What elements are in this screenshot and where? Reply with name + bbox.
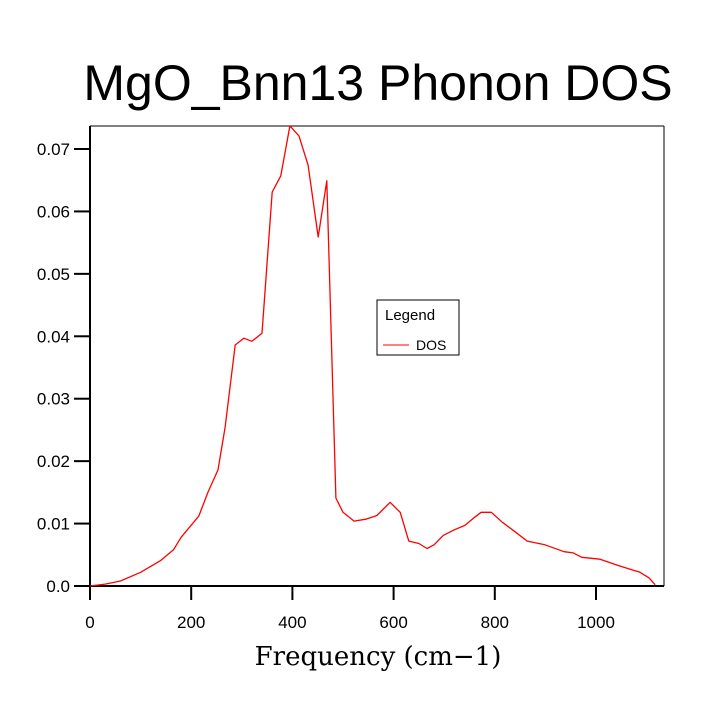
legend-box xyxy=(376,299,460,356)
plot-frame xyxy=(89,125,665,587)
chart-title: MgO_Bnn13 Phonon DOS xyxy=(83,55,672,111)
x-tick-label: 0 xyxy=(85,613,94,632)
x-tick-label: 600 xyxy=(379,613,407,632)
x-tick-label: 200 xyxy=(177,613,205,632)
y-tick-label: 0.06 xyxy=(37,202,70,221)
y-axis: 0.0 0.01 0.02 0.03 0.04 0.05 0.06 0.07 xyxy=(37,140,90,596)
y-tick-label: 0.0 xyxy=(46,577,70,596)
series-line-dos xyxy=(89,125,656,587)
legend-label-dos: DOS xyxy=(416,337,446,353)
y-tick-label: 0.02 xyxy=(37,452,70,471)
x-tick-label: 400 xyxy=(278,613,306,632)
x-tick-label: 1000 xyxy=(577,613,615,632)
y-tick-label: 0.04 xyxy=(37,327,70,346)
y-tick-label: 0.01 xyxy=(37,515,70,534)
x-axis-label: Frequency (cm−1) xyxy=(255,642,502,672)
series-layer xyxy=(89,125,656,587)
legend-title: Legend xyxy=(385,307,435,324)
legend: Legend DOS xyxy=(376,299,460,356)
y-tick-label: 0.07 xyxy=(37,140,70,159)
x-axis: 0 200 400 600 800 1000 xyxy=(85,586,615,632)
y-tick-label: 0.03 xyxy=(37,390,70,409)
x-tick-label: 800 xyxy=(481,613,509,632)
y-tick-label: 0.05 xyxy=(37,265,70,284)
